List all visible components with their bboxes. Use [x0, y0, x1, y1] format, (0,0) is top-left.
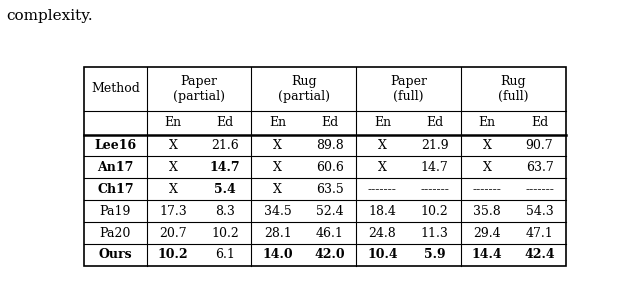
Text: Ed: Ed	[531, 116, 548, 129]
Text: Rug
(partial): Rug (partial)	[278, 75, 330, 103]
Text: 47.1: 47.1	[526, 226, 553, 240]
Text: Rug
(full): Rug (full)	[498, 75, 529, 103]
Text: Ch17: Ch17	[97, 183, 134, 196]
Text: 35.8: 35.8	[473, 205, 501, 218]
Text: X: X	[273, 161, 282, 174]
Text: 17.3: 17.3	[159, 205, 187, 218]
Text: X: X	[378, 161, 387, 174]
Text: -------: -------	[525, 183, 554, 196]
Text: 10.2: 10.2	[211, 226, 239, 240]
Text: X: X	[273, 183, 282, 196]
Text: 52.4: 52.4	[316, 205, 344, 218]
Text: 46.1: 46.1	[316, 226, 344, 240]
Text: X: X	[378, 139, 387, 152]
Text: Ed: Ed	[426, 116, 443, 129]
Text: 5.9: 5.9	[424, 248, 446, 261]
Text: En: En	[479, 116, 496, 129]
Text: 89.8: 89.8	[316, 139, 344, 152]
Text: Paper
(full): Paper (full)	[390, 75, 427, 103]
Text: 14.4: 14.4	[472, 248, 503, 261]
Text: 14.7: 14.7	[421, 161, 449, 174]
Text: 21.9: 21.9	[421, 139, 449, 152]
Text: X: X	[482, 161, 491, 174]
Text: Ours: Ours	[99, 248, 133, 261]
Text: 90.7: 90.7	[526, 139, 553, 152]
Text: 29.4: 29.4	[474, 226, 501, 240]
Text: X: X	[169, 183, 178, 196]
Text: 42.0: 42.0	[314, 248, 346, 261]
Text: Ed: Ed	[217, 116, 234, 129]
Text: Pa20: Pa20	[100, 226, 131, 240]
Text: Paper
(partial): Paper (partial)	[173, 75, 225, 103]
Text: 54.3: 54.3	[526, 205, 553, 218]
Text: -------: -------	[473, 183, 501, 196]
Text: complexity.: complexity.	[6, 9, 93, 23]
Text: 24.8: 24.8	[368, 226, 396, 240]
Text: Lee16: Lee16	[94, 139, 136, 152]
Text: 6.1: 6.1	[216, 248, 235, 261]
Text: En: En	[374, 116, 391, 129]
Text: 60.6: 60.6	[316, 161, 344, 174]
Text: 8.3: 8.3	[216, 205, 235, 218]
Text: 28.1: 28.1	[264, 226, 292, 240]
Text: 14.0: 14.0	[262, 248, 293, 261]
Text: 14.7: 14.7	[210, 161, 241, 174]
Text: 20.7: 20.7	[159, 226, 187, 240]
Bar	[84, 67, 566, 266]
Text: 11.3: 11.3	[421, 226, 449, 240]
Text: 10.2: 10.2	[421, 205, 449, 218]
Text: 42.4: 42.4	[524, 248, 555, 261]
Text: 5.4: 5.4	[214, 183, 236, 196]
Text: 10.4: 10.4	[367, 248, 398, 261]
Text: An17: An17	[97, 161, 134, 174]
Text: X: X	[169, 161, 178, 174]
Text: Method: Method	[91, 82, 140, 95]
Text: -------: -------	[420, 183, 450, 196]
Text: 21.6: 21.6	[211, 139, 239, 152]
Text: 63.5: 63.5	[316, 183, 344, 196]
Text: 10.2: 10.2	[158, 248, 188, 261]
Text: En: En	[164, 116, 181, 129]
Text: Ed: Ed	[321, 116, 339, 129]
Text: En: En	[269, 116, 286, 129]
Text: 18.4: 18.4	[368, 205, 396, 218]
Text: 34.5: 34.5	[264, 205, 292, 218]
Text: X: X	[273, 139, 282, 152]
Text: -------: -------	[368, 183, 397, 196]
Text: X: X	[169, 139, 178, 152]
Text: X: X	[482, 139, 491, 152]
Text: 63.7: 63.7	[526, 161, 553, 174]
Text: Pa19: Pa19	[100, 205, 131, 218]
